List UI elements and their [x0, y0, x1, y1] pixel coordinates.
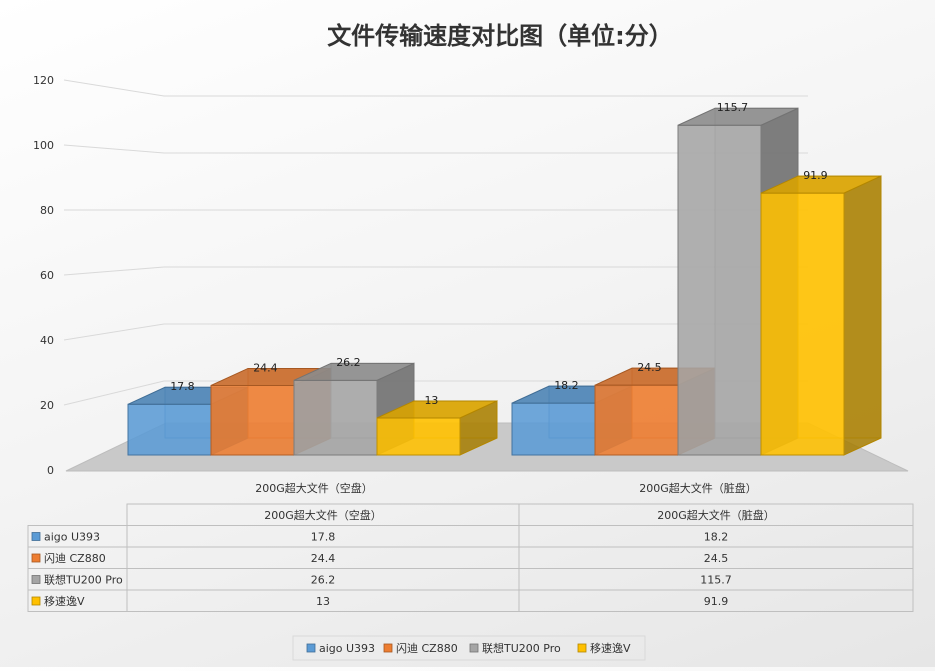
bar-front-face [760, 192, 845, 456]
bar [376, 400, 498, 456]
data-label: 24.4 [253, 361, 278, 374]
table-header: 200G超大文件（空盘） [264, 508, 382, 522]
gridlines [63, 79, 808, 406]
legend-box [292, 635, 646, 661]
legend: aigo U393 闪迪 CZ880 联想TU200 Pro 移速逸V [292, 635, 646, 661]
bar-top-face [293, 362, 415, 381]
category-labels: 200G超大文件（空盘） 200G超大文件（脏盘） [255, 481, 757, 495]
bar [760, 175, 882, 456]
legend-entry: 移速逸V [590, 642, 631, 655]
legend-key [383, 643, 393, 653]
bar-front-face [511, 402, 596, 456]
y-tick-label: 60 [40, 269, 54, 282]
table-series-name: 移速逸V [44, 595, 85, 608]
y-tick-label: 20 [40, 399, 54, 412]
data-label: 24.5 [637, 361, 662, 374]
table-row [27, 589, 914, 612]
table-series-name: 闪迪 CZ880 [44, 551, 106, 565]
table-row [27, 568, 914, 591]
legend-key [306, 643, 316, 653]
legend-entry: 闪迪 CZ880 [396, 641, 458, 655]
y-tick-label: 120 [33, 74, 54, 87]
y-tick-label: 0 [47, 464, 54, 477]
table-series-name: 联想TU200 Pro [44, 573, 123, 587]
gridline-5 [63, 144, 808, 154]
data-label: 13 [424, 394, 438, 407]
legend-key [469, 643, 479, 653]
table-row [27, 546, 914, 569]
y-axis: 0 20 40 60 80 100 120 [33, 74, 54, 477]
table-cell: 24.5 [704, 552, 729, 565]
bar-side-face [843, 175, 882, 456]
table-cell: 17.8 [311, 531, 336, 544]
table-legend-key [31, 596, 41, 606]
gridline-2 [63, 323, 808, 341]
table-legend-key [31, 553, 41, 563]
data-label: 18.2 [554, 379, 579, 392]
legend-key [577, 643, 587, 653]
legend-entry: aigo U393 [319, 642, 375, 655]
gridline-1 [63, 380, 808, 406]
y-tick-label: 80 [40, 204, 54, 217]
data-label: 91.9 [803, 169, 828, 182]
table-cell: 26.2 [311, 574, 336, 587]
bars: 17.8 18.2 24.4 24.5 26.2 115.7 13 91.9 [127, 101, 882, 456]
table-header: 200G超大文件（脏盘） [657, 508, 775, 522]
bar-front-face [594, 384, 679, 456]
data-label: 26.2 [336, 356, 361, 369]
y-tick-label: 100 [33, 139, 54, 152]
gridline-3 [63, 266, 808, 276]
bar-top-face [760, 175, 882, 194]
y-tick-label: 40 [40, 334, 54, 347]
legend-entry: 联想TU200 Pro [482, 641, 561, 655]
bar-front-face [210, 384, 295, 456]
table-legend-key [31, 532, 41, 541]
table-cell: 18.2 [704, 531, 729, 544]
table-legend-key [31, 575, 41, 584]
table-series-name: aigo U393 [44, 531, 100, 544]
table-cell: 91.9 [704, 595, 729, 608]
table-row [27, 525, 914, 548]
chart-title: 文件传输速度对比图（单位:分） [327, 22, 673, 50]
gridline-6 [63, 79, 808, 97]
x-category-label: 200G超大文件（脏盘） [639, 481, 757, 495]
bar-front-face [677, 124, 762, 456]
bar-top-face [677, 107, 799, 126]
table-cell: 115.7 [700, 574, 732, 587]
bar-top-face [376, 400, 498, 419]
data-table: 200G超大文件（空盘） 200G超大文件（脏盘） aigo U393 17.8 18.… [27, 503, 914, 612]
x-category-label: 200G超大文件（空盘） [255, 481, 373, 495]
data-label: 115.7 [717, 101, 749, 114]
data-label: 17.8 [170, 380, 195, 393]
bar-front-face [376, 417, 461, 456]
bar-front-face [293, 379, 378, 456]
table-cell: 24.4 [311, 552, 336, 565]
table-header-cell [126, 503, 914, 526]
bar-front-face [127, 403, 212, 456]
table-cell: 13 [316, 595, 330, 608]
